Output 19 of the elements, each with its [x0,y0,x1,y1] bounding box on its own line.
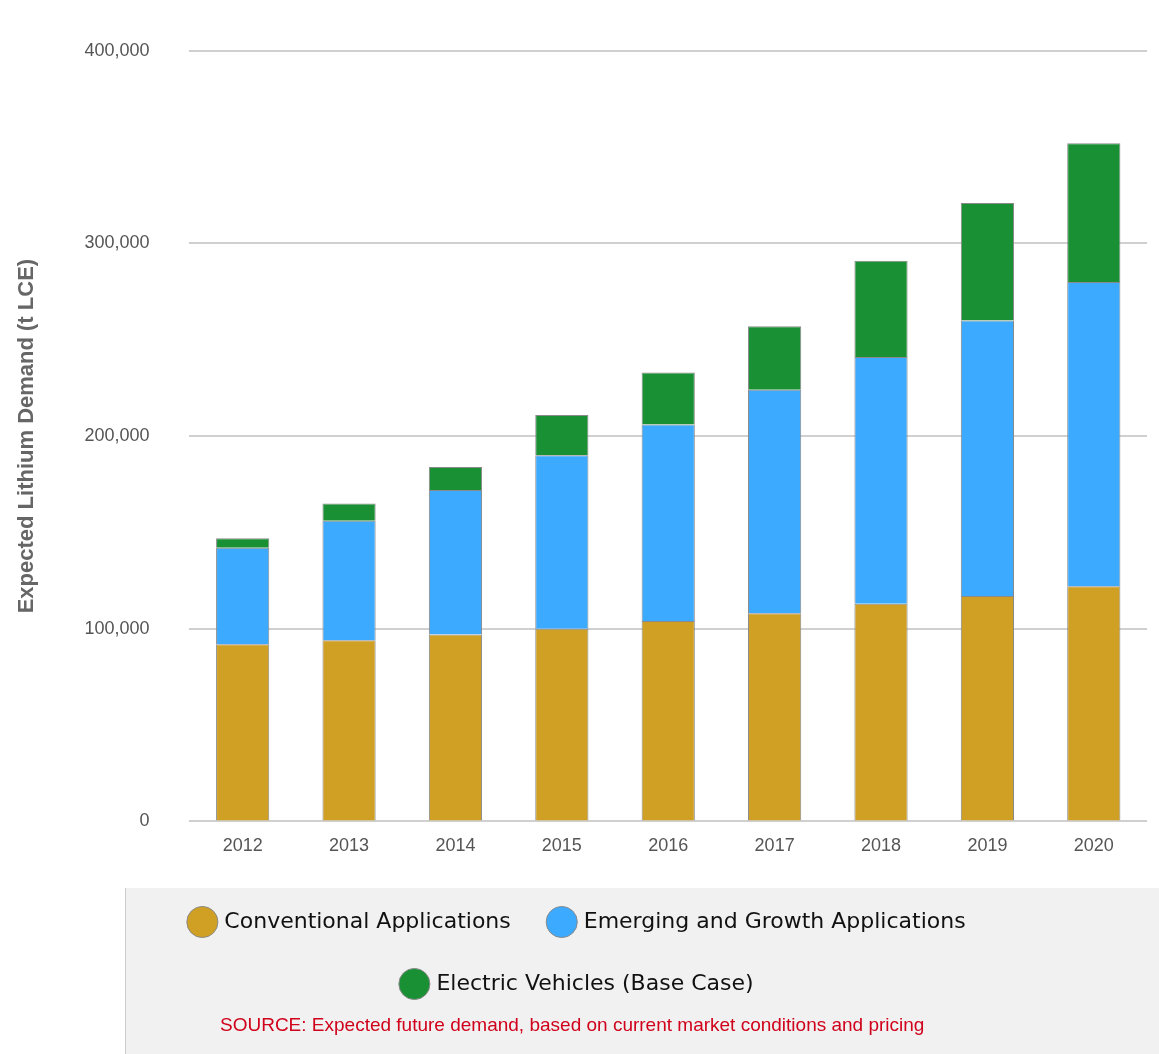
y-tick-label: 0 [139,810,150,831]
x-tick-label: 2015 [541,835,582,856]
x-tick-label: 2018 [860,835,902,856]
x-tick-label: 2016 [648,835,689,856]
x-tick-label: 2013 [329,835,370,856]
source-note: SOURCE: Expected future demand, based on current market conditions and pricing [220,1014,925,1036]
y-tick-label: 300,000 [84,232,150,253]
x-tick-label: 2012 [222,835,263,856]
x-tick-label: 2014 [435,835,476,856]
y-tick-label: 400,000 [84,39,150,60]
legend-label: Emerging and Growth Applications [583,907,966,933]
x-tick-label: 2017 [754,835,795,856]
x-tick-label: 2019 [967,835,1008,856]
legend-label: Electric Vehicles (Base Case) [436,969,754,995]
y-tick-label: 200,000 [84,425,150,446]
x-tick-label: 2020 [1073,835,1114,856]
y-axis-title: Expected Lithium Demand (t LCE) [13,258,39,614]
legend-label: Conventional Applications [224,907,511,933]
y-tick-label: 100,000 [84,617,150,638]
